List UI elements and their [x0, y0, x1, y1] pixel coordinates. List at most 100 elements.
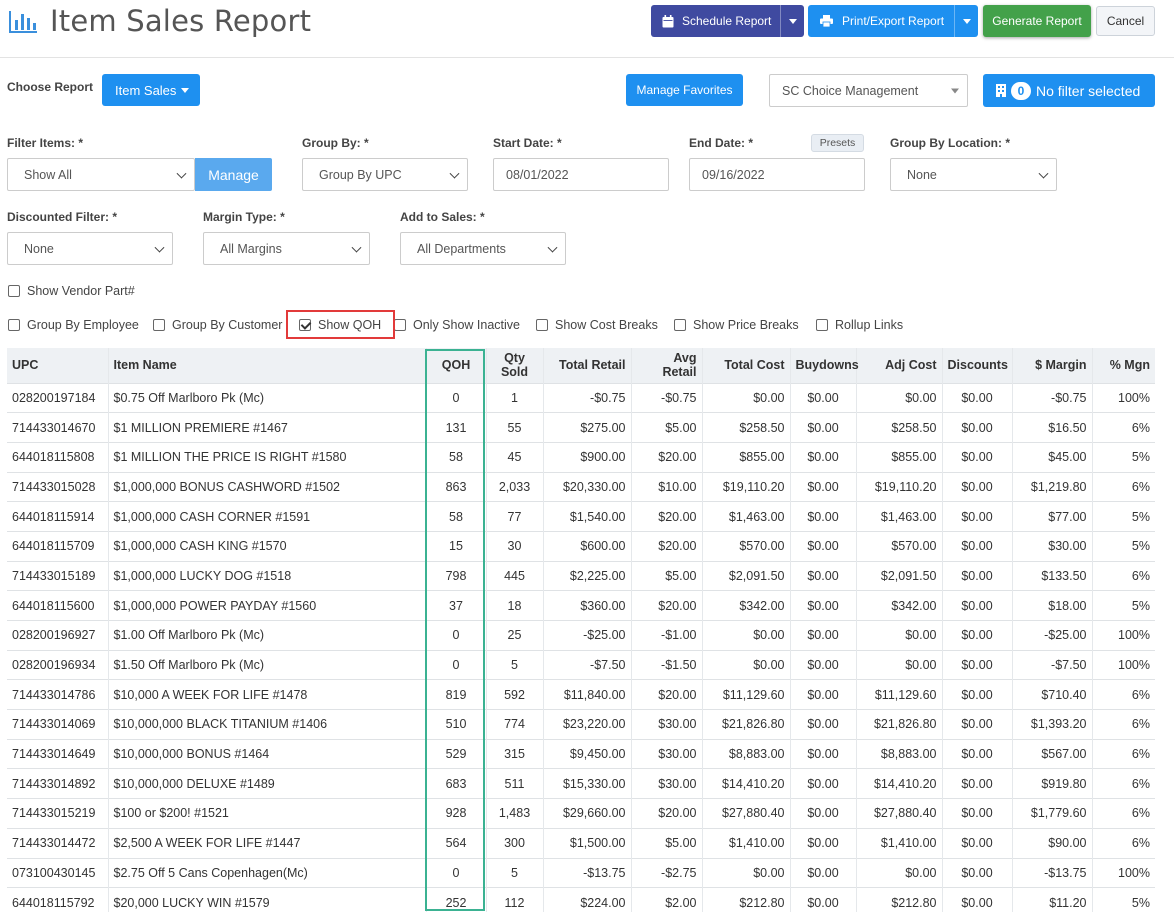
cell-upc[interactable]: 644018115808 — [7, 441, 108, 473]
checkbox-box[interactable] — [674, 319, 686, 331]
table-row[interactable]: 028200196927 $1.00 Off Marlboro Pk (Mc) 0 2… — [7, 620, 1155, 651]
group-by-employee-checkbox[interactable]: Group By Employee — [8, 318, 139, 332]
discounted-filter-select[interactable]: None — [7, 232, 173, 265]
cell-item-name[interactable]: $1,000,000 POWER PAYDAY #1560 — [107, 590, 426, 621]
column-header-adj-cost[interactable]: Adj Cost — [855, 348, 942, 383]
table-row[interactable]: 714433015219 $100 or $200! #1521 928 1,483 $… — [7, 798, 1155, 829]
checkbox-box[interactable] — [8, 285, 20, 297]
column-header-total-retail[interactable]: Total Retail — [542, 348, 631, 383]
table-row[interactable]: 644018115914 $1,000,000 CASH CORNER #1591… — [7, 501, 1155, 532]
cell-item-name[interactable]: $1.00 Off Marlboro Pk (Mc) — [107, 620, 426, 651]
cell-upc[interactable]: 714433015219 — [7, 798, 108, 829]
cell-item-name[interactable]: $2,500 A WEEK FOR LIFE #1447 — [107, 827, 426, 858]
filter-items-select[interactable]: Show All — [7, 158, 195, 191]
print-dropdown-toggle[interactable] — [954, 5, 978, 37]
group-by-select[interactable]: Group By UPC — [302, 158, 468, 191]
table-row[interactable]: 644018115808 $1 MILLION THE PRICE IS RIGH… — [7, 441, 1155, 473]
cell-upc[interactable]: 028200196934 — [7, 649, 108, 680]
column-header-upc[interactable]: UPC — [7, 348, 108, 383]
show-cost-breaks-checkbox[interactable]: Show Cost Breaks — [536, 318, 658, 332]
cell-item-name[interactable]: $1,000,000 CASH KING #1570 — [107, 530, 426, 562]
print-export-button[interactable]: Print/Export Report — [808, 5, 978, 37]
column-header-qty-sold[interactable]: Qty Sold — [485, 348, 543, 383]
show-vendor-part-checkbox[interactable]: Show Vendor Part# — [8, 284, 135, 298]
report-select-button[interactable]: Item Sales — [102, 74, 200, 106]
rollup-links-checkbox[interactable]: Rollup Links — [816, 318, 903, 332]
show-qoh-checkbox[interactable]: Show QOH — [299, 318, 381, 332]
table-row[interactable]: 028200197184 $0.75 Off Marlboro Pk (Mc) 0 1… — [7, 382, 1155, 413]
cell-upc[interactable]: 714433014786 — [7, 679, 108, 710]
only-show-inactive-checkbox[interactable]: Only Show Inactive — [394, 318, 520, 332]
table-row[interactable]: 714433014892 $10,000,000 DELUXE #1489 683 5… — [7, 768, 1155, 799]
cell-upc[interactable]: 714433014670 — [7, 412, 108, 443]
cell-item-name[interactable]: $10,000,000 BLACK TITANIUM #1406 — [107, 709, 426, 740]
cell-item-name[interactable]: $1,000,000 LUCKY DOG #1518 — [107, 560, 426, 591]
cell-item-name[interactable]: $1 MILLION PREMIERE #1467 — [107, 412, 426, 443]
table-row[interactable]: 714433015028 $1,000,000 BONUS CASHWORD #1… — [7, 471, 1155, 502]
column-header-discounts[interactable]: Discounts — [941, 348, 1012, 383]
table-row[interactable]: 073100430145 $2.75 Off 5 Cans Copenhagen(… — [7, 857, 1155, 888]
cell-item-name[interactable]: $20,000 LUCKY WIN #1579 — [107, 887, 426, 912]
schedule-report-button[interactable]: Schedule Report — [651, 5, 804, 37]
company-select[interactable]: SC Choice Management — [769, 74, 968, 107]
cell-item-name[interactable]: $2.75 Off 5 Cans Copenhagen(Mc) — [107, 857, 426, 888]
checkbox-box[interactable] — [153, 319, 165, 331]
cell-upc[interactable]: 028200196927 — [7, 620, 108, 651]
column-header-buydowns[interactable]: Buydowns — [789, 348, 859, 383]
manage-favorites-button[interactable]: Manage Favorites — [626, 74, 743, 106]
cell-item-name[interactable]: $1 MILLION THE PRICE IS RIGHT #1580 — [107, 441, 426, 473]
table-row[interactable]: 714433014472 $2,500 A WEEK FOR LIFE #1447… — [7, 827, 1155, 858]
cell-upc[interactable]: 714433014069 — [7, 709, 108, 740]
column-header-percent-margin[interactable]: % Mgn — [1091, 348, 1155, 383]
table-row[interactable]: 714433014670 $1 MILLION PREMIERE #1467 131… — [7, 412, 1155, 443]
cell-upc[interactable]: 714433014892 — [7, 768, 108, 799]
cell-upc[interactable]: 073100430145 — [7, 857, 108, 888]
group-by-customer-checkbox[interactable]: Group By Customer — [153, 318, 282, 332]
cell-item-name[interactable]: $10,000,000 BONUS #1464 — [107, 738, 426, 769]
start-date-input[interactable]: 08/01/2022 — [493, 158, 669, 191]
cancel-button[interactable]: Cancel — [1096, 6, 1155, 36]
margin-type-select[interactable]: All Margins — [203, 232, 370, 265]
table-row[interactable]: 028200196934 $1.50 Off Marlboro Pk (Mc) 0 5… — [7, 649, 1155, 680]
group-by-location-select[interactable]: None — [890, 158, 1057, 191]
add-to-sales-select[interactable]: All Departments — [400, 232, 566, 265]
cell-upc[interactable]: 644018115792 — [7, 887, 108, 912]
cell-item-name[interactable]: $1.50 Off Marlboro Pk (Mc) — [107, 649, 426, 680]
column-header-total-cost[interactable]: Total Cost — [701, 348, 790, 383]
checkbox-box[interactable] — [8, 319, 20, 331]
checkbox-box-checked[interactable] — [299, 319, 311, 331]
cell-upc[interactable]: 714433015028 — [7, 471, 108, 502]
cell-upc[interactable]: 714433014472 — [7, 827, 108, 858]
checkbox-box[interactable] — [816, 319, 828, 331]
cell-upc[interactable]: 028200197184 — [7, 382, 108, 413]
cell-item-name[interactable]: $10,000,000 DELUXE #1489 — [107, 768, 426, 799]
cell-upc[interactable]: 644018115600 — [7, 590, 108, 621]
cell-item-name[interactable]: $10,000 A WEEK FOR LIFE #1478 — [107, 679, 426, 710]
generate-report-button[interactable]: Generate Report — [983, 5, 1091, 37]
table-row[interactable]: 714433015189 $1,000,000 LUCKY DOG #1518 79… — [7, 560, 1155, 591]
cell-item-name[interactable]: $0.75 Off Marlboro Pk (Mc) — [107, 382, 426, 413]
filter-status-button[interactable]: 0 No filter selected — [983, 74, 1155, 107]
cell-item-name[interactable]: $100 or $200! #1521 — [107, 798, 426, 829]
table-row[interactable]: 714433014786 $10,000 A WEEK FOR LIFE #147… — [7, 679, 1155, 710]
show-price-breaks-checkbox[interactable]: Show Price Breaks — [674, 318, 799, 332]
column-header-avg-retail[interactable]: Avg Retail — [630, 348, 702, 383]
cell-upc[interactable]: 644018115709 — [7, 530, 108, 562]
table-row[interactable]: 714433014069 $10,000,000 BLACK TITANIUM #… — [7, 709, 1155, 740]
cell-upc[interactable]: 714433015189 — [7, 560, 108, 591]
column-header-dollar-margin[interactable]: $ Margin — [1011, 348, 1092, 383]
cell-upc[interactable]: 644018115914 — [7, 501, 108, 532]
table-row[interactable]: 644018115709 $1,000,000 CASH KING #1570 15… — [7, 530, 1155, 562]
presets-button[interactable]: Presets — [811, 134, 864, 152]
checkbox-box[interactable] — [536, 319, 548, 331]
cell-item-name[interactable]: $1,000,000 CASH CORNER #1591 — [107, 501, 426, 532]
end-date-input[interactable]: 09/16/2022 — [689, 158, 865, 191]
cell-item-name[interactable]: $1,000,000 BONUS CASHWORD #1502 — [107, 471, 426, 502]
cell-upc[interactable]: 714433014649 — [7, 738, 108, 769]
column-header-qoh[interactable]: QOH — [425, 348, 486, 383]
column-header-item-name[interactable]: Item Name — [107, 348, 426, 383]
table-row[interactable]: 714433014649 $10,000,000 BONUS #1464 529 31… — [7, 738, 1155, 769]
schedule-dropdown-toggle[interactable] — [780, 5, 804, 37]
table-row[interactable]: 644018115792 $20,000 LUCKY WIN #1579 252 11… — [7, 887, 1155, 912]
manage-filter-button[interactable]: Manage — [195, 158, 272, 191]
